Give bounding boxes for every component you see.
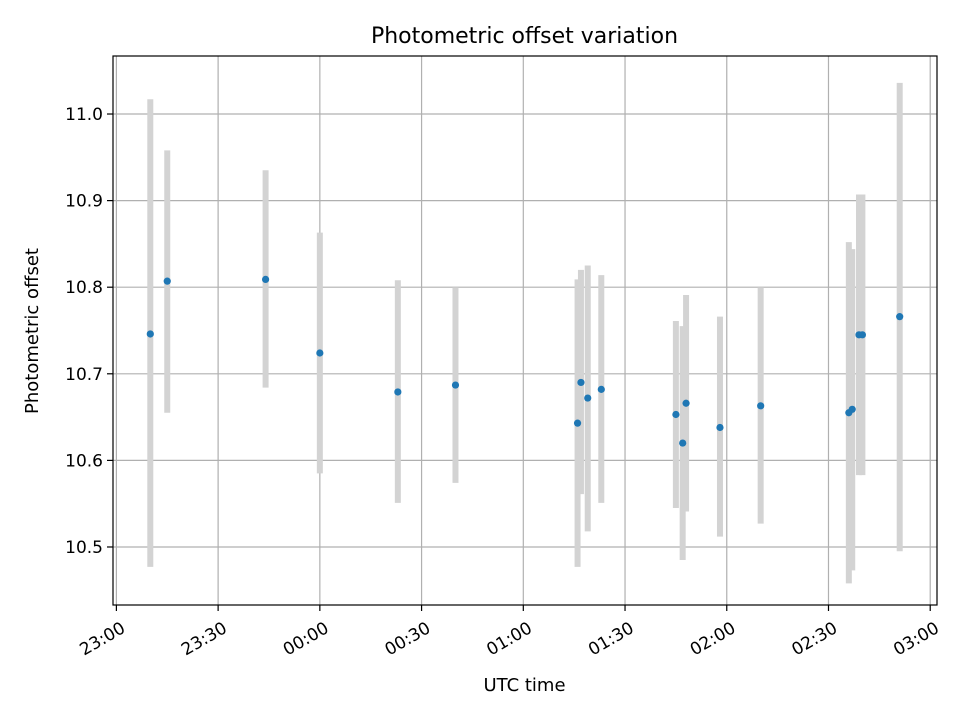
data-point: [146, 330, 154, 338]
x-tick-label: 23:00: [76, 618, 128, 660]
data-point: [577, 378, 585, 387]
data-point: [672, 410, 680, 419]
data-point: [896, 313, 904, 321]
y-axis-label: Photometric offset: [22, 248, 43, 414]
data-point: [858, 331, 866, 339]
chart-title: Photometric offset variation: [371, 24, 678, 49]
data-point: [597, 385, 605, 393]
y-tick-label: 11.0: [65, 105, 103, 125]
x-tick-label: 01:00: [483, 618, 535, 660]
grid-lines: [113, 56, 937, 605]
data-point: [679, 439, 687, 447]
x-tick-label: 00:30: [382, 618, 434, 660]
x-tick-label: 00:00: [280, 618, 332, 660]
x-tick-label: 01:30: [585, 618, 637, 660]
data-point: [573, 419, 582, 427]
plot-area-frame: [112, 55, 938, 606]
error-bars: [147, 82, 903, 584]
y-tick-label: 10.6: [65, 451, 103, 471]
data-point: [757, 402, 765, 410]
x-tick-label: 02:30: [789, 618, 841, 660]
data-point: [316, 349, 324, 357]
data-point: [682, 399, 690, 407]
data-point: [163, 277, 171, 285]
x-tick-label: 03:00: [890, 618, 942, 660]
x-axis-ticks: 23:00 23:30 00:00 00:30 01:00 01:30 02:00 02:30…: [76, 605, 943, 660]
data-point: [394, 388, 402, 396]
data-points: [146, 275, 904, 447]
y-tick-label: 10.7: [65, 365, 103, 385]
data-point: [261, 275, 270, 284]
y-tick-label: 10.8: [65, 278, 103, 298]
data-point: [451, 381, 460, 389]
data-point: [716, 423, 724, 432]
y-axis-ticks: 10.5 10.6 10.7 10.8 10.9 11.0: [65, 105, 113, 558]
y-tick-label: 10.9: [65, 192, 103, 212]
data-point: [848, 405, 856, 413]
x-axis-label: UTC time: [483, 675, 565, 696]
y-tick-label: 10.5: [65, 538, 103, 558]
data-point: [584, 394, 592, 402]
x-tick-label: 23:30: [178, 618, 230, 660]
x-tick-label: 02:00: [687, 618, 739, 660]
